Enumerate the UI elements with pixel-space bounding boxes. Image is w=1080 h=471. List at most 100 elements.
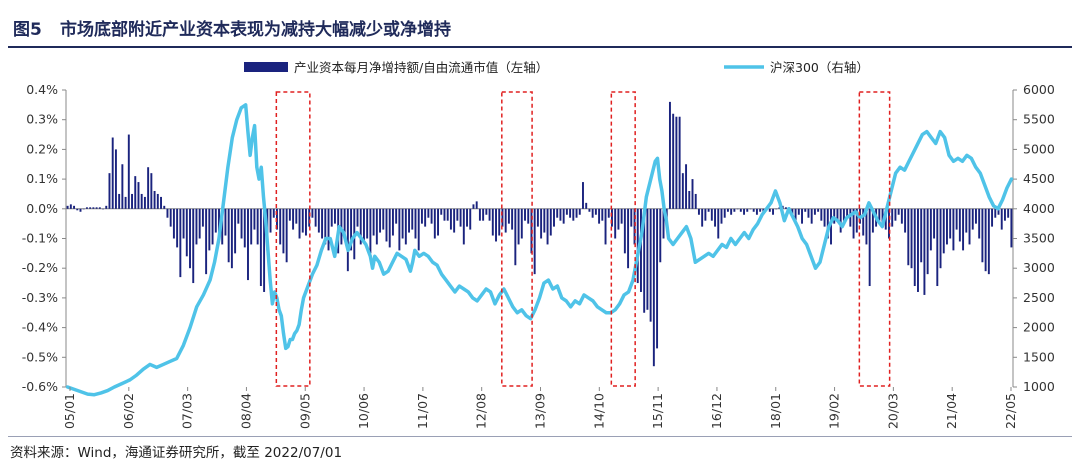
- bar: [556, 208, 559, 218]
- bar: [952, 208, 955, 251]
- bar: [343, 208, 346, 236]
- bar: [92, 207, 95, 209]
- bar: [997, 208, 1000, 215]
- bar: [243, 208, 246, 248]
- right-tick-label: 3000: [1023, 260, 1055, 275]
- bar: [301, 208, 304, 233]
- bar: [991, 208, 994, 227]
- bar: [131, 193, 133, 209]
- bar: [984, 208, 987, 272]
- bar: [388, 208, 391, 248]
- bar-series: [66, 101, 1013, 367]
- bar: [794, 208, 797, 221]
- bar: [578, 208, 581, 215]
- bar: [314, 208, 317, 227]
- bar: [775, 208, 778, 210]
- bar: [813, 208, 816, 215]
- bar: [69, 204, 72, 209]
- bar: [553, 208, 555, 227]
- bar: [295, 208, 298, 224]
- bar: [939, 208, 942, 269]
- bar: [681, 173, 684, 209]
- bar: [900, 208, 903, 224]
- bar: [768, 208, 771, 212]
- right-tick-label: 4000: [1023, 201, 1055, 216]
- bar: [475, 201, 478, 209]
- bar: [717, 208, 720, 239]
- bar: [391, 208, 394, 236]
- bar: [372, 208, 375, 236]
- bar: [176, 208, 179, 248]
- figure-number: 图5: [13, 20, 42, 40]
- bar: [701, 208, 704, 227]
- bar: [488, 208, 491, 221]
- bar: [904, 208, 907, 233]
- bar: [620, 208, 623, 224]
- bar: [955, 208, 958, 230]
- bar: [865, 208, 868, 245]
- bar: [430, 208, 433, 224]
- x-tick-label: 12/08: [474, 393, 489, 429]
- bar: [591, 208, 594, 218]
- bar: [511, 208, 514, 230]
- bar: [749, 208, 752, 210]
- bar: [691, 179, 694, 209]
- bar: [182, 208, 185, 239]
- bar: [404, 208, 407, 245]
- bar: [627, 208, 630, 269]
- bar: [946, 208, 948, 245]
- axes: -0.6% -0.5% -0.4% -0.3% -0.2% -0.1% 0.0% 0.1% 0.…: [22, 82, 1055, 394]
- bar: [910, 208, 913, 269]
- bar: [279, 208, 282, 245]
- bar: [643, 208, 646, 313]
- bar: [240, 208, 243, 239]
- bar: [76, 208, 79, 211]
- x-axis-labels: 05/01 06/02 07/03 08/04 09/05 10/06 11/07 12/08…: [62, 387, 1018, 429]
- bar: [446, 208, 449, 221]
- bar: [807, 208, 810, 218]
- bar: [237, 208, 240, 224]
- bar: [743, 208, 746, 215]
- chart-area: 产业资本每月净增持额/自由流通市值（左轴） 沪深300（右轴） -0.6% -0.5…: [22, 60, 1055, 429]
- x-tick-label: 09/05: [297, 393, 312, 429]
- bar: [862, 208, 865, 236]
- bar: [105, 205, 108, 209]
- bar: [417, 208, 420, 251]
- bar: [797, 208, 800, 215]
- bar: [350, 208, 353, 251]
- bar: [398, 208, 401, 251]
- x-tick-label: 08/04: [238, 393, 253, 429]
- bar: [801, 208, 803, 224]
- bar: [688, 190, 691, 209]
- bar: [156, 193, 159, 209]
- bar: [746, 208, 749, 212]
- bar: [108, 173, 111, 209]
- bar: [810, 208, 813, 224]
- bar: [784, 207, 787, 209]
- bar: [118, 193, 121, 209]
- line-path: [65, 103, 1014, 397]
- bar: [285, 208, 288, 263]
- bar: [160, 196, 162, 209]
- bar: [936, 208, 939, 287]
- bar: [256, 208, 259, 245]
- bar: [949, 208, 952, 239]
- bar: [617, 208, 620, 230]
- right-tick-label: 5500: [1023, 112, 1055, 127]
- x-tick-label: 14/10: [591, 393, 606, 429]
- highlight-boxes: [275, 91, 891, 387]
- x-tick-label: 20/03: [885, 393, 900, 429]
- bar: [411, 208, 414, 230]
- x-tick-label: 21/04: [944, 393, 959, 429]
- bar: [559, 208, 562, 221]
- bar: [317, 208, 320, 233]
- bar: [752, 208, 755, 212]
- bar: [739, 208, 742, 212]
- legend-line-label: 沪深300（右轴）: [770, 60, 869, 75]
- bar: [659, 208, 662, 263]
- bar: [720, 208, 723, 224]
- bar: [134, 176, 137, 209]
- bar: [98, 207, 101, 209]
- bar: [298, 208, 301, 239]
- bar: [324, 208, 327, 245]
